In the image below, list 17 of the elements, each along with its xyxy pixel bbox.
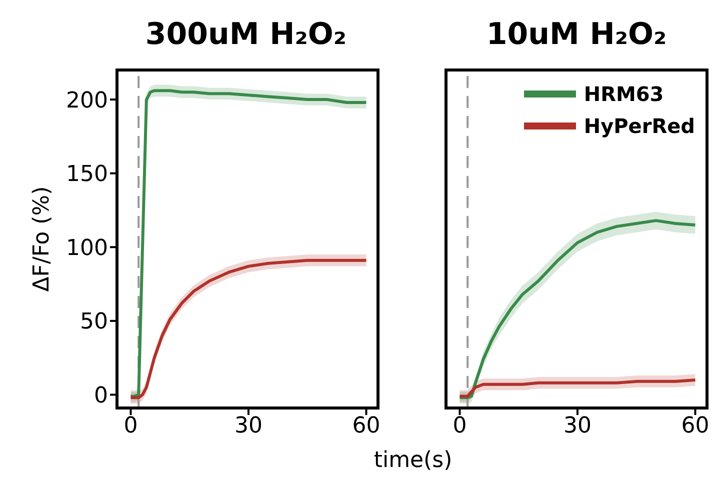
legend-label: HyPerRed [584,113,695,140]
x-tick-label: 0 [452,414,467,439]
chart-title: 300uM H₂O₂ [144,17,348,52]
x-axis-title: time(s) [372,448,454,473]
y-axis-title: ΔF/Fo (%) [30,186,54,292]
x-tick-label: 0 [124,414,138,439]
x-tick-label: 30 [563,414,592,439]
y-tick-label: 200 [66,88,108,114]
y-tick-label: 150 [66,162,108,188]
x-tick-label: 60 [681,414,710,439]
y-tick-label: 100 [66,236,108,261]
legend-label: HRM63 [584,81,664,108]
y-tick-label: 0 [94,384,108,409]
x-tick-label: 60 [352,414,380,439]
chart-title: 10uM H₂O₂ [485,17,668,52]
x-tick-label: 30 [234,414,262,439]
y-tick-label: 50 [80,310,108,335]
